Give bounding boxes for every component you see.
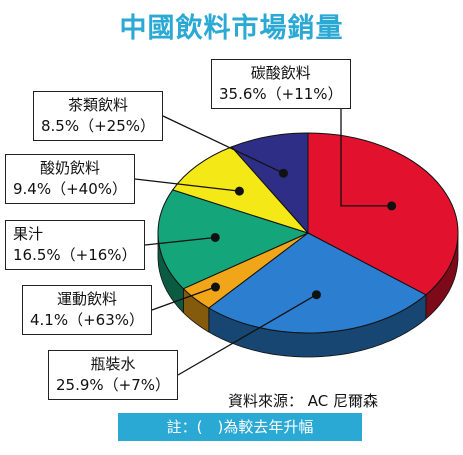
label-name: 瓶裝水 [90, 355, 136, 373]
leader-dot-3 [210, 232, 220, 242]
label-value: 16.5%（+16%） [13, 246, 137, 264]
label-sports-drinks: 運動飲料 4.1%（+63%） [22, 285, 153, 335]
label-name: 茶類飲料 [68, 96, 129, 114]
footnote-banner: 註：( )為較去年升幅 [118, 413, 362, 441]
leader-line-2 [151, 286, 216, 311]
label-bottled-water: 瓶裝水 25.9%（+7%） [48, 350, 179, 400]
leader-dot-5 [278, 168, 288, 178]
label-value: 4.1%（+63%） [30, 311, 145, 329]
source-note: 資料來源： AC 尼爾森 [228, 392, 379, 410]
leader-line-0 [340, 109, 392, 207]
leader-dot-1 [311, 290, 321, 300]
label-value: 25.9%（+7%） [56, 376, 171, 394]
label-value: 35.6%（+11%） [219, 85, 343, 103]
leader-line-1 [177, 294, 317, 376]
label-yogurt-drinks: 酸奶飲料 9.4%（+40%） [5, 154, 136, 204]
label-name: 酸奶飲料 [40, 159, 101, 177]
leader-line-4 [134, 178, 240, 192]
leader-dot-4 [234, 186, 244, 196]
leader-dot-2 [210, 282, 220, 292]
label-value: 9.4%（+40%） [13, 180, 128, 198]
slice-0 [307, 132, 459, 296]
label-tea-drinks: 茶類飲料 8.5%（+25%） [33, 91, 164, 141]
label-name: 運動飲料 [57, 290, 118, 308]
label-carbonated-drinks: 碳酸飲料 35.6%（+11%） [211, 59, 351, 109]
leader-line-3 [144, 236, 216, 246]
label-value: 8.5%（+25%） [41, 117, 156, 135]
label-name: 碳酸飲料 [250, 64, 311, 82]
leader-dot-0 [387, 201, 397, 211]
slice-1 [207, 232, 427, 334]
label-name: 果汁 [13, 225, 44, 243]
chart-title: 中國飲料市場銷量 [119, 13, 344, 44]
label-juice: 果汁 16.5%（+16%） [5, 220, 145, 270]
leader-line-5 [162, 115, 284, 174]
slice-3 [157, 189, 310, 290]
